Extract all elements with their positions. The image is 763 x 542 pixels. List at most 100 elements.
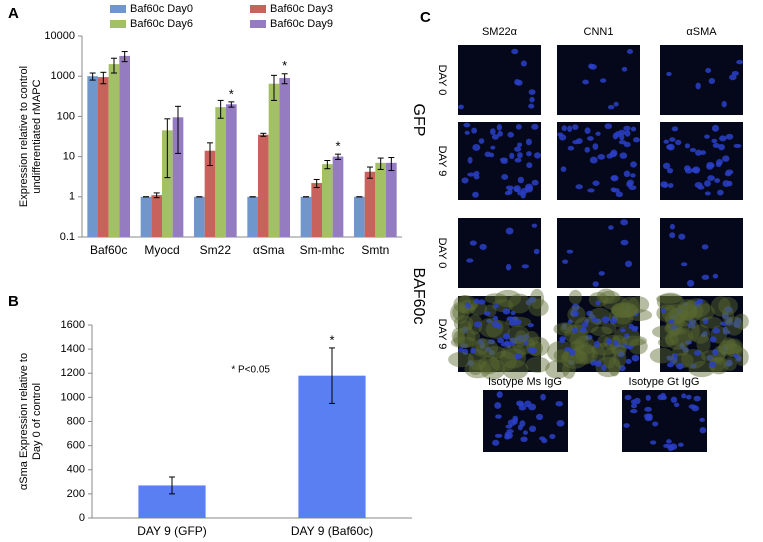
- cytoplasm: [626, 309, 653, 322]
- nucleus: [467, 172, 475, 177]
- nucleus: [540, 393, 546, 401]
- nucleus: [695, 82, 701, 90]
- isotype-label: Isotype Ms IgG: [488, 376, 562, 388]
- nucleus: [695, 149, 702, 156]
- nucleus: [711, 138, 718, 144]
- nucleus: [472, 143, 481, 151]
- nucleus: [556, 419, 565, 427]
- nucleus: [520, 436, 528, 443]
- nucleus: [510, 311, 516, 316]
- nucleus: [622, 343, 628, 348]
- nucleus: [533, 248, 540, 255]
- error-bar: [100, 71, 107, 85]
- error-bar: [260, 132, 267, 137]
- row-label: DAY 9: [436, 319, 448, 350]
- x-tick-label: Baf60c: [90, 243, 127, 257]
- row-label: DAY 9: [436, 146, 448, 177]
- y-tick-label: 100: [57, 110, 75, 122]
- nucleus: [704, 191, 711, 196]
- y-tick-label: 1: [69, 191, 75, 203]
- nucleus: [531, 179, 539, 186]
- nucleus: [585, 334, 593, 341]
- bar: [172, 117, 184, 237]
- nucleus: [660, 395, 668, 401]
- nucleus: [618, 140, 627, 145]
- nucleus: [505, 227, 514, 235]
- nucleus: [531, 123, 539, 130]
- nucleus: [667, 362, 674, 368]
- cytoplasm: [466, 331, 481, 342]
- y-tick-label: 1000: [61, 391, 85, 403]
- error-bar: [388, 156, 395, 172]
- error-bar: [377, 157, 384, 170]
- cytoplasm: [718, 340, 738, 355]
- bar: [311, 183, 322, 237]
- nucleus: [663, 139, 670, 144]
- nucleus: [630, 126, 637, 132]
- nucleus: [624, 129, 631, 137]
- nucleus: [514, 157, 522, 163]
- cytoplasm: [709, 357, 726, 372]
- nucleus: [492, 321, 500, 328]
- y-tick-label: 200: [67, 488, 85, 500]
- cytoplasm: [450, 302, 470, 325]
- nucleus: [725, 133, 734, 140]
- nucleus: [623, 423, 630, 428]
- legend-swatch: [250, 20, 266, 28]
- nucleus: [516, 402, 525, 407]
- nucleus: [567, 319, 573, 325]
- cytoplasm: [649, 347, 675, 364]
- nucleus: [618, 129, 626, 136]
- nucleus: [595, 300, 601, 306]
- nucleus: [457, 347, 465, 353]
- nucleus: [497, 337, 505, 344]
- nucleus: [499, 157, 508, 162]
- nucleus: [524, 334, 530, 340]
- nucleus: [709, 336, 717, 343]
- error-bar: [111, 57, 117, 74]
- nucleus: [558, 134, 567, 141]
- nucleus: [624, 394, 632, 401]
- x-tick-label: Myocd: [144, 243, 179, 257]
- nucleus: [623, 170, 631, 178]
- nucleus: [478, 138, 485, 144]
- nucleus: [712, 273, 719, 279]
- nucleus: [479, 243, 487, 250]
- micrograph-bg: [557, 45, 640, 115]
- bar: [247, 196, 258, 237]
- nucleus: [612, 340, 619, 345]
- cytoplasm: [596, 288, 616, 304]
- nucleus: [484, 151, 492, 158]
- nucleus: [689, 147, 697, 153]
- nucleus: [714, 178, 721, 183]
- nucleus: [666, 167, 674, 174]
- nucleus: [514, 352, 522, 360]
- row-label: DAY 0: [436, 65, 448, 96]
- legend-label: Baf60c Day0: [130, 3, 193, 15]
- legend-label: Baf60c Day9: [270, 18, 333, 30]
- nucleus: [676, 362, 684, 370]
- cytoplasm: [610, 302, 639, 318]
- nucleus: [517, 424, 523, 431]
- error-bar: [169, 476, 175, 495]
- nucleus: [592, 180, 600, 186]
- nucleus: [620, 328, 626, 333]
- nucleus: [731, 71, 739, 76]
- nucleus: [669, 443, 678, 450]
- cytoplasm: [688, 361, 715, 378]
- nucleus: [516, 335, 525, 342]
- nucleus: [686, 279, 695, 287]
- nucleus: [522, 430, 528, 435]
- nucleus: [606, 338, 612, 345]
- nucleus: [699, 417, 705, 422]
- nucleus: [666, 71, 672, 77]
- cytoplasm: [734, 348, 749, 366]
- nucleus: [477, 339, 484, 345]
- nucleus: [504, 431, 511, 438]
- cytoplasm: [453, 315, 474, 332]
- error-bar: [228, 101, 235, 108]
- nucleus: [628, 185, 637, 191]
- cytoplasm: [467, 348, 487, 371]
- y-axis-label: Expression relative to control: [18, 66, 30, 207]
- nucleus: [541, 438, 548, 444]
